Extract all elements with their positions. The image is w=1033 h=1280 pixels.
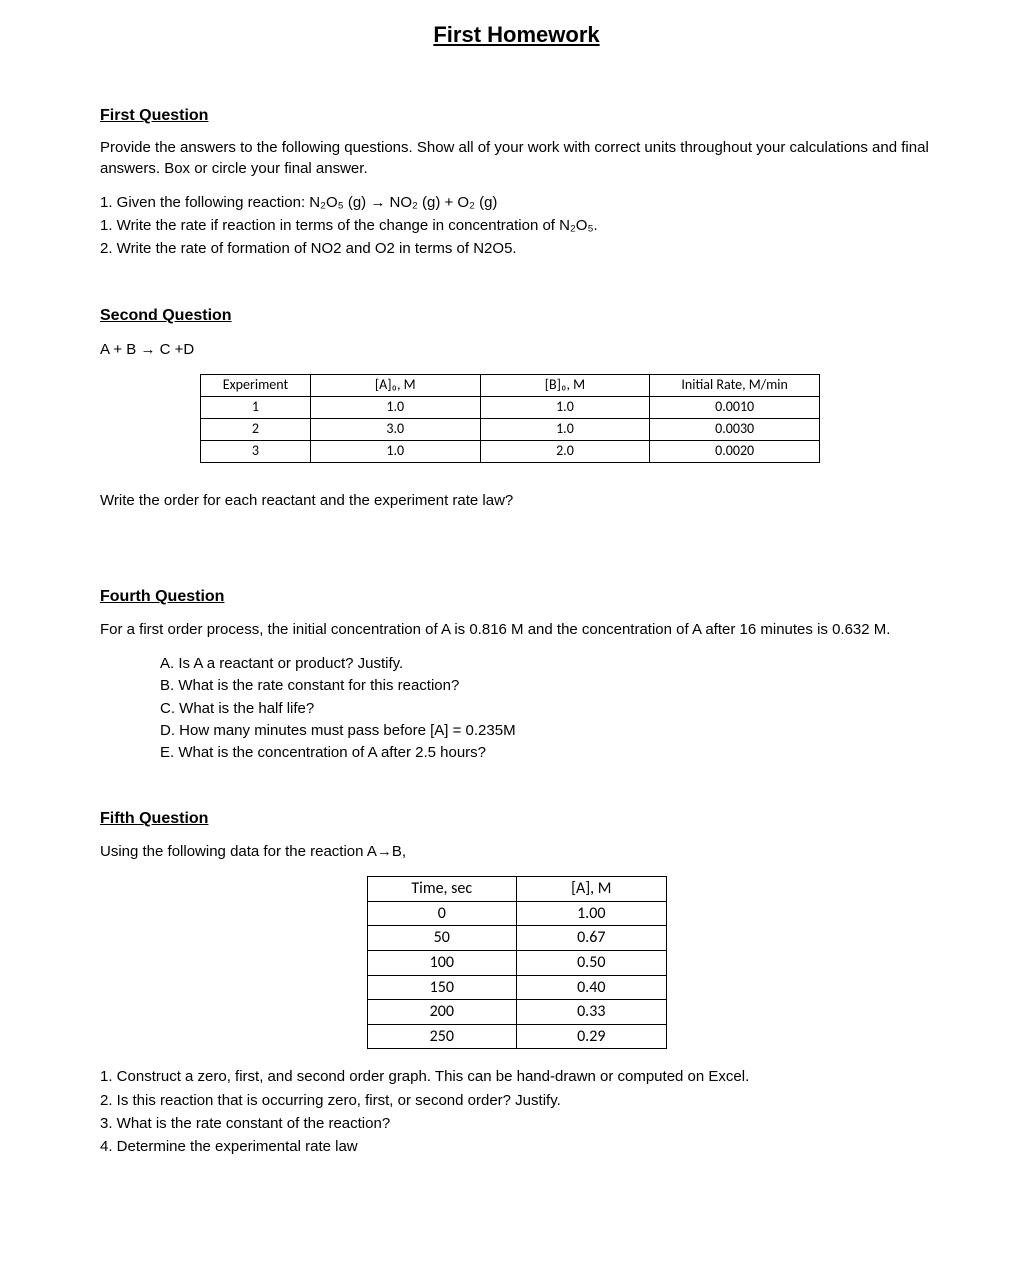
table-cell: 1.0	[480, 397, 650, 419]
list-item: 1. Construct a zero, first, and second o…	[100, 1067, 933, 1087]
q1-item1-eq: N₂O₅ (g) → NO₂ (g) + O₂ (g)	[309, 194, 497, 211]
table-cell: 0.67	[517, 926, 666, 951]
table-row: 1000.50	[367, 950, 666, 975]
table-cell: 1.00	[517, 901, 666, 926]
q4-intro: For a first order process, the initial c…	[100, 620, 933, 640]
q1-sub2: 2. Write the rate of formation of NO2 an…	[100, 239, 933, 259]
table-cell: 2	[201, 419, 311, 441]
page: First Homework First Question Provide th…	[0, 0, 1033, 1280]
table-row: 2000.33	[367, 1000, 666, 1025]
table-cell: 2.0	[480, 441, 650, 463]
table-cell: 0.40	[517, 975, 666, 1000]
table-cell: 1.0	[310, 441, 480, 463]
q1-sub1-eq: N₂O₅.	[559, 217, 598, 234]
table-row: 01.00	[367, 901, 666, 926]
table-cell: 3	[201, 441, 311, 463]
table-cell: 0.33	[517, 1000, 666, 1025]
q5-heading: Fifth Question	[100, 808, 933, 830]
list-item: E. What is the concentration of A after …	[160, 743, 933, 763]
list-item: 3. What is the rate constant of the reac…	[100, 1114, 933, 1134]
list-item: D. How many minutes must pass before [A]…	[160, 721, 933, 741]
q2-th-2: [B]₀, M	[480, 375, 650, 397]
q1-intro: Provide the answers to the following que…	[100, 138, 933, 179]
q2-th-1: [A]₀, M	[310, 375, 480, 397]
q2-equation: A + B → C +D	[100, 340, 933, 360]
q5-th-1: [A], M	[517, 877, 666, 902]
q1-heading: First Question	[100, 105, 933, 127]
q1-sub1: 1. Write the rate if reaction in terms o…	[100, 216, 933, 236]
table-row: 2500.29	[367, 1024, 666, 1049]
table-cell: 0.50	[517, 950, 666, 975]
q2-after: Write the order for each reactant and th…	[100, 491, 933, 511]
table-cell: 3.0	[310, 419, 480, 441]
table-cell: 0.29	[517, 1024, 666, 1049]
table-row: 31.02.00.0020	[201, 441, 820, 463]
q5-list: 1. Construct a zero, first, and second o…	[100, 1067, 933, 1157]
table-header-row: Experiment [A]₀, M [B]₀, M Initial Rate,…	[201, 375, 820, 397]
table-cell: 0.0010	[650, 397, 820, 419]
table-row: 1500.40	[367, 975, 666, 1000]
q2-heading: Second Question	[100, 305, 933, 327]
table-cell: 50	[367, 926, 517, 951]
q2-th-0: Experiment	[201, 375, 311, 397]
q5-th-0: Time, sec	[367, 877, 517, 902]
q2-table: Experiment [A]₀, M [B]₀, M Initial Rate,…	[200, 374, 820, 463]
table-cell: 0	[367, 901, 517, 926]
table-cell: 100	[367, 950, 517, 975]
table-row: 23.01.00.0030	[201, 419, 820, 441]
q1-item1: 1. Given the following reaction: N₂O₅ (g…	[100, 193, 933, 213]
table-cell: 1.0	[480, 419, 650, 441]
table-row: 11.01.00.0010	[201, 397, 820, 419]
table-cell: 200	[367, 1000, 517, 1025]
page-title: First Homework	[100, 20, 933, 50]
table-header-row: Time, sec [A], M	[367, 877, 666, 902]
q1-sub1-prefix: 1. Write the rate if reaction in terms o…	[100, 217, 559, 234]
q5-tbody: 01.00500.671000.501500.402000.332500.29	[367, 901, 666, 1049]
list-item: C. What is the half life?	[160, 699, 933, 719]
table-cell: 150	[367, 975, 517, 1000]
table-cell: 0.0030	[650, 419, 820, 441]
q2-th-3: Initial Rate, M/min	[650, 375, 820, 397]
list-item: A. Is A a reactant or product? Justify.	[160, 654, 933, 674]
table-row: 500.67	[367, 926, 666, 951]
q1-item1-prefix: 1. Given the following reaction:	[100, 194, 309, 211]
q5-intro: Using the following data for the reactio…	[100, 842, 933, 862]
table-cell: 250	[367, 1024, 517, 1049]
table-cell: 0.0020	[650, 441, 820, 463]
q5-table: Time, sec [A], M 01.00500.671000.501500.…	[367, 876, 667, 1049]
table-cell: 1.0	[310, 397, 480, 419]
q4-list: A. Is A a reactant or product? Justify.B…	[100, 654, 933, 763]
list-item: 2. Is this reaction that is occurring ze…	[100, 1091, 933, 1111]
table-cell: 1	[201, 397, 311, 419]
list-item: 4. Determine the experimental rate law	[100, 1137, 933, 1157]
q4-heading: Fourth Question	[100, 586, 933, 608]
list-item: B. What is the rate constant for this re…	[160, 676, 933, 696]
q2-tbody: 11.01.00.001023.01.00.003031.02.00.0020	[201, 397, 820, 463]
